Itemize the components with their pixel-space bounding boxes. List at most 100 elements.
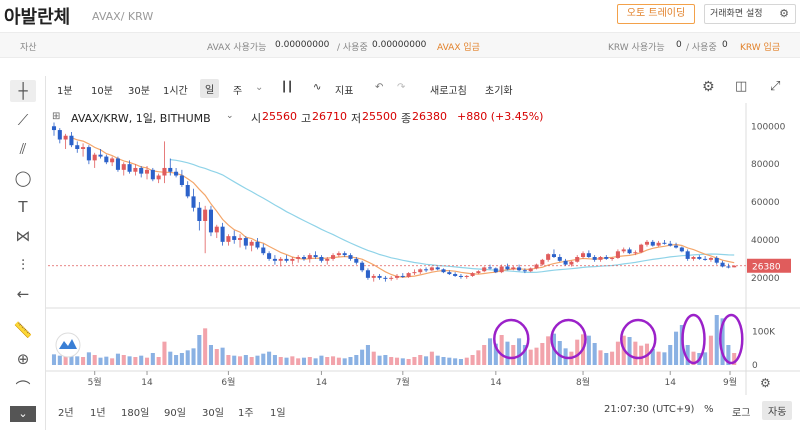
candle-body <box>203 209 208 221</box>
indicator-icon[interactable]: ∿ <box>313 82 322 93</box>
interval-30m[interactable]: 30분 <box>128 86 150 97</box>
volume-bar <box>714 315 719 365</box>
ruler-icon[interactable]: 📏 <box>13 321 33 339</box>
volume-bar <box>63 350 68 365</box>
volume-tick-label: 0 <box>752 361 758 371</box>
volume-bar <box>121 355 126 365</box>
legend-symbol[interactable]: AVAX/KRW, 1일, BITHUMB <box>71 112 211 125</box>
volume-bar <box>476 350 481 365</box>
volume-bar <box>371 351 376 365</box>
krw-inuse-label: / 사용중 <box>686 43 717 53</box>
text-tool-icon[interactable]: T <box>18 198 28 216</box>
candle-type-icon[interactable]: ┃┃ <box>281 82 294 93</box>
candle-body <box>610 257 615 259</box>
krw-deposit-link[interactable]: KRW 입금 <box>740 43 781 53</box>
price-chart[interactable]: 100000 80000 60000 40000 20000 100K 0 5월 14 6월 14 7… <box>46 103 800 395</box>
candle-body <box>383 277 388 279</box>
prediction-tool-icon[interactable]: ⫶ <box>21 256 25 274</box>
candle-body <box>81 147 86 149</box>
interval-10m[interactable]: 10분 <box>91 86 113 97</box>
interval-1m[interactable]: 1분 <box>57 86 73 97</box>
volume-bar <box>685 345 690 365</box>
range-2y[interactable]: 2년 <box>58 408 74 419</box>
back-arrow-icon[interactable]: ← <box>16 285 30 303</box>
candle-body <box>104 156 109 163</box>
volume-indicator-badge[interactable] <box>55 332 81 358</box>
candle-body <box>342 253 347 256</box>
interval-1d[interactable]: 일 <box>200 79 220 98</box>
indicator-button[interactable]: 지표 <box>335 86 354 97</box>
volume-bar <box>342 358 347 365</box>
shape-tool-icon[interactable]: ◯ <box>14 169 32 187</box>
avax-deposit-link[interactable]: AVAX 입금 <box>437 43 480 53</box>
candle-body <box>551 254 557 257</box>
volume-bar <box>458 359 463 365</box>
candle-body <box>557 257 562 261</box>
candle-body <box>389 277 394 279</box>
candle-body <box>708 257 713 260</box>
coin-pair: AVAX/ KRW <box>92 10 154 23</box>
current-price-tag <box>747 258 791 273</box>
crosshair-tool-icon[interactable]: ┼ <box>10 80 36 102</box>
auto-scale-button[interactable]: 자동 <box>762 401 793 420</box>
volume-bar <box>139 355 144 365</box>
candle-body <box>429 267 434 271</box>
fib-tool-icon[interactable]: ⫽ <box>19 140 27 158</box>
range-1w[interactable]: 1주 <box>238 408 254 419</box>
volume-bar <box>511 345 516 365</box>
interval-1h[interactable]: 1시간 <box>163 86 188 97</box>
candle-body <box>720 262 725 267</box>
chart-toolbar: 1분 10분 30분 1시간 일 주 ⌄ ┃┃ ∿ 지표 ↶ ↷ 새로고침 초기… <box>45 76 800 102</box>
auto-trading-button[interactable]: 오토 트레이딩 <box>617 4 695 24</box>
pattern-tool-icon[interactable]: ⋈ <box>15 227 31 245</box>
volume-bar <box>575 339 580 365</box>
range-180d[interactable]: 180일 <box>121 408 150 419</box>
candle-body <box>121 164 126 170</box>
candle-body <box>168 167 173 172</box>
price-tick-label: 40000 <box>751 236 780 246</box>
interval-dropdown-icon[interactable]: ⌄ <box>255 82 264 93</box>
reset-button[interactable]: 초기화 <box>485 86 513 97</box>
chart-settings-gear-icon[interactable]: ⚙ <box>702 79 715 95</box>
legend-toggle-icon[interactable]: ⊞ <box>52 111 61 122</box>
volume-bar <box>720 318 725 365</box>
legend-chevron-icon[interactable]: ⌄ <box>226 111 234 121</box>
volume-bar <box>57 355 62 365</box>
candle-body <box>424 269 429 271</box>
screen-settings-label: 거래화면 설정 <box>710 9 763 19</box>
candle-body <box>232 236 237 240</box>
axis-settings-gear-icon[interactable]: ⚙ <box>760 376 771 390</box>
redo-icon[interactable]: ↷ <box>397 82 406 93</box>
zoom-in-icon[interactable]: ⊕ <box>16 350 30 368</box>
volume-bar <box>307 357 312 365</box>
low-label: 저 <box>351 112 362 125</box>
candle-body <box>162 167 167 176</box>
volume-bar <box>162 341 167 365</box>
percent-scale-button[interactable]: % <box>704 404 714 415</box>
undo-icon[interactable]: ↶ <box>375 82 384 93</box>
range-90d[interactable]: 90일 <box>164 408 186 419</box>
candle-body <box>133 167 138 172</box>
candle-body <box>674 245 679 248</box>
range-1y[interactable]: 1년 <box>90 408 106 419</box>
screen-settings-button[interactable]: 거래화면 설정 ⚙ <box>704 4 796 24</box>
volume-bar <box>650 349 655 365</box>
interval-1w[interactable]: 주 <box>233 86 243 97</box>
log-scale-button[interactable]: 로그 <box>732 408 751 419</box>
camera-icon[interactable]: ◫ <box>735 79 748 94</box>
price-tick-label: 100000 <box>751 122 786 132</box>
volume-bar <box>203 328 208 365</box>
fullscreen-icon[interactable]: ⤢ <box>770 79 781 94</box>
range-1d[interactable]: 1일 <box>270 408 286 419</box>
candle-body <box>685 251 690 259</box>
range-30d[interactable]: 30일 <box>202 408 224 419</box>
candle-body <box>179 175 184 185</box>
volume-bar <box>197 335 202 365</box>
current-price-label: 26380 <box>752 262 781 272</box>
trend-line-tool-icon[interactable]: ⟋ <box>17 111 29 129</box>
candle-body <box>563 260 568 265</box>
collapse-chevron-icon[interactable]: ⌄ <box>10 406 36 422</box>
volume-bar <box>110 358 115 365</box>
refresh-button[interactable]: 새로고침 <box>430 86 467 97</box>
magnet-icon[interactable]: ⌒ <box>15 379 31 397</box>
